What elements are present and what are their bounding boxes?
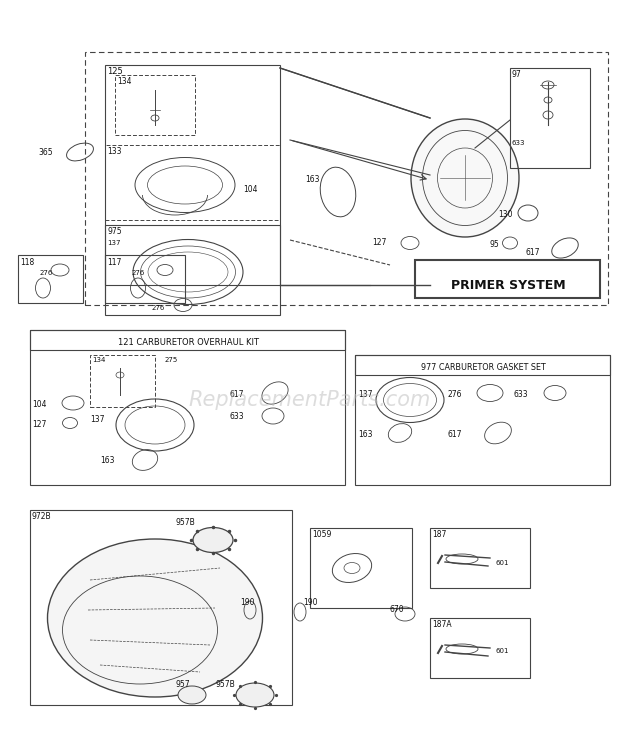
Ellipse shape [178, 686, 206, 704]
Ellipse shape [48, 539, 262, 697]
Text: 190: 190 [303, 598, 317, 607]
Text: 125: 125 [107, 67, 123, 76]
Text: ReplacementParts.com: ReplacementParts.com [189, 390, 431, 410]
Text: 134: 134 [117, 77, 131, 86]
Text: 276: 276 [152, 305, 166, 311]
Ellipse shape [411, 119, 519, 237]
Text: 127: 127 [32, 420, 46, 429]
Text: 163: 163 [358, 430, 373, 439]
Bar [355, 355, 610, 375]
Text: 187A: 187A [432, 620, 451, 629]
Text: 137: 137 [90, 415, 105, 424]
Bar [415, 260, 600, 298]
Bar [85, 52, 608, 305]
Text: 121 CARBURETOR OVERHAUL KIT: 121 CARBURETOR OVERHAUL KIT [118, 338, 259, 347]
Text: PRIMER SYSTEM: PRIMER SYSTEM [451, 278, 565, 292]
Text: 137: 137 [107, 240, 120, 246]
Text: 130: 130 [498, 210, 513, 219]
Text: 118: 118 [20, 258, 34, 267]
Bar [105, 65, 280, 285]
Text: 276: 276 [132, 270, 145, 276]
Bar [510, 68, 590, 168]
Text: 133: 133 [107, 147, 122, 156]
Text: 617: 617 [525, 248, 539, 257]
Text: 163: 163 [100, 456, 115, 465]
Text: 975: 975 [107, 227, 122, 236]
Bar [105, 145, 280, 220]
Text: 163: 163 [305, 175, 319, 184]
Bar [90, 355, 155, 407]
Text: 104: 104 [243, 185, 257, 194]
Text: 127: 127 [372, 238, 386, 247]
Text: 117: 117 [107, 258, 122, 267]
Text: 972B: 972B [32, 512, 51, 521]
Text: 617: 617 [230, 390, 244, 399]
Bar [430, 618, 530, 678]
Ellipse shape [236, 683, 274, 707]
Text: 134: 134 [92, 357, 105, 363]
Text: 1059: 1059 [312, 530, 331, 539]
Text: 601: 601 [495, 648, 508, 654]
Ellipse shape [193, 527, 233, 553]
Text: 190: 190 [240, 598, 254, 607]
Bar [30, 330, 345, 350]
Text: 137: 137 [358, 390, 373, 399]
Text: 617: 617 [448, 430, 463, 439]
Bar [310, 528, 412, 608]
Bar [30, 330, 345, 485]
Bar [105, 225, 280, 315]
Text: 95: 95 [490, 240, 500, 249]
Text: 633: 633 [512, 140, 526, 146]
Text: 601: 601 [495, 560, 508, 566]
Text: 187: 187 [432, 530, 446, 539]
Text: 633: 633 [230, 412, 245, 421]
Text: 957: 957 [175, 680, 190, 689]
Text: 276: 276 [448, 390, 463, 399]
Text: 275: 275 [165, 357, 179, 363]
Text: 97: 97 [512, 70, 522, 79]
Text: 276: 276 [40, 270, 53, 276]
Bar [18, 255, 83, 303]
Bar [30, 510, 292, 705]
Bar [430, 528, 530, 588]
Text: 957B: 957B [175, 518, 195, 527]
Bar [105, 255, 185, 303]
Text: 957B: 957B [215, 680, 235, 689]
Bar [355, 355, 610, 485]
Text: 670: 670 [390, 605, 405, 614]
Text: 104: 104 [32, 400, 46, 409]
Text: 633: 633 [514, 390, 529, 399]
Text: 977 CARBURETOR GASKET SET: 977 CARBURETOR GASKET SET [420, 362, 546, 371]
Text: 365: 365 [38, 148, 53, 157]
Bar [115, 75, 195, 135]
